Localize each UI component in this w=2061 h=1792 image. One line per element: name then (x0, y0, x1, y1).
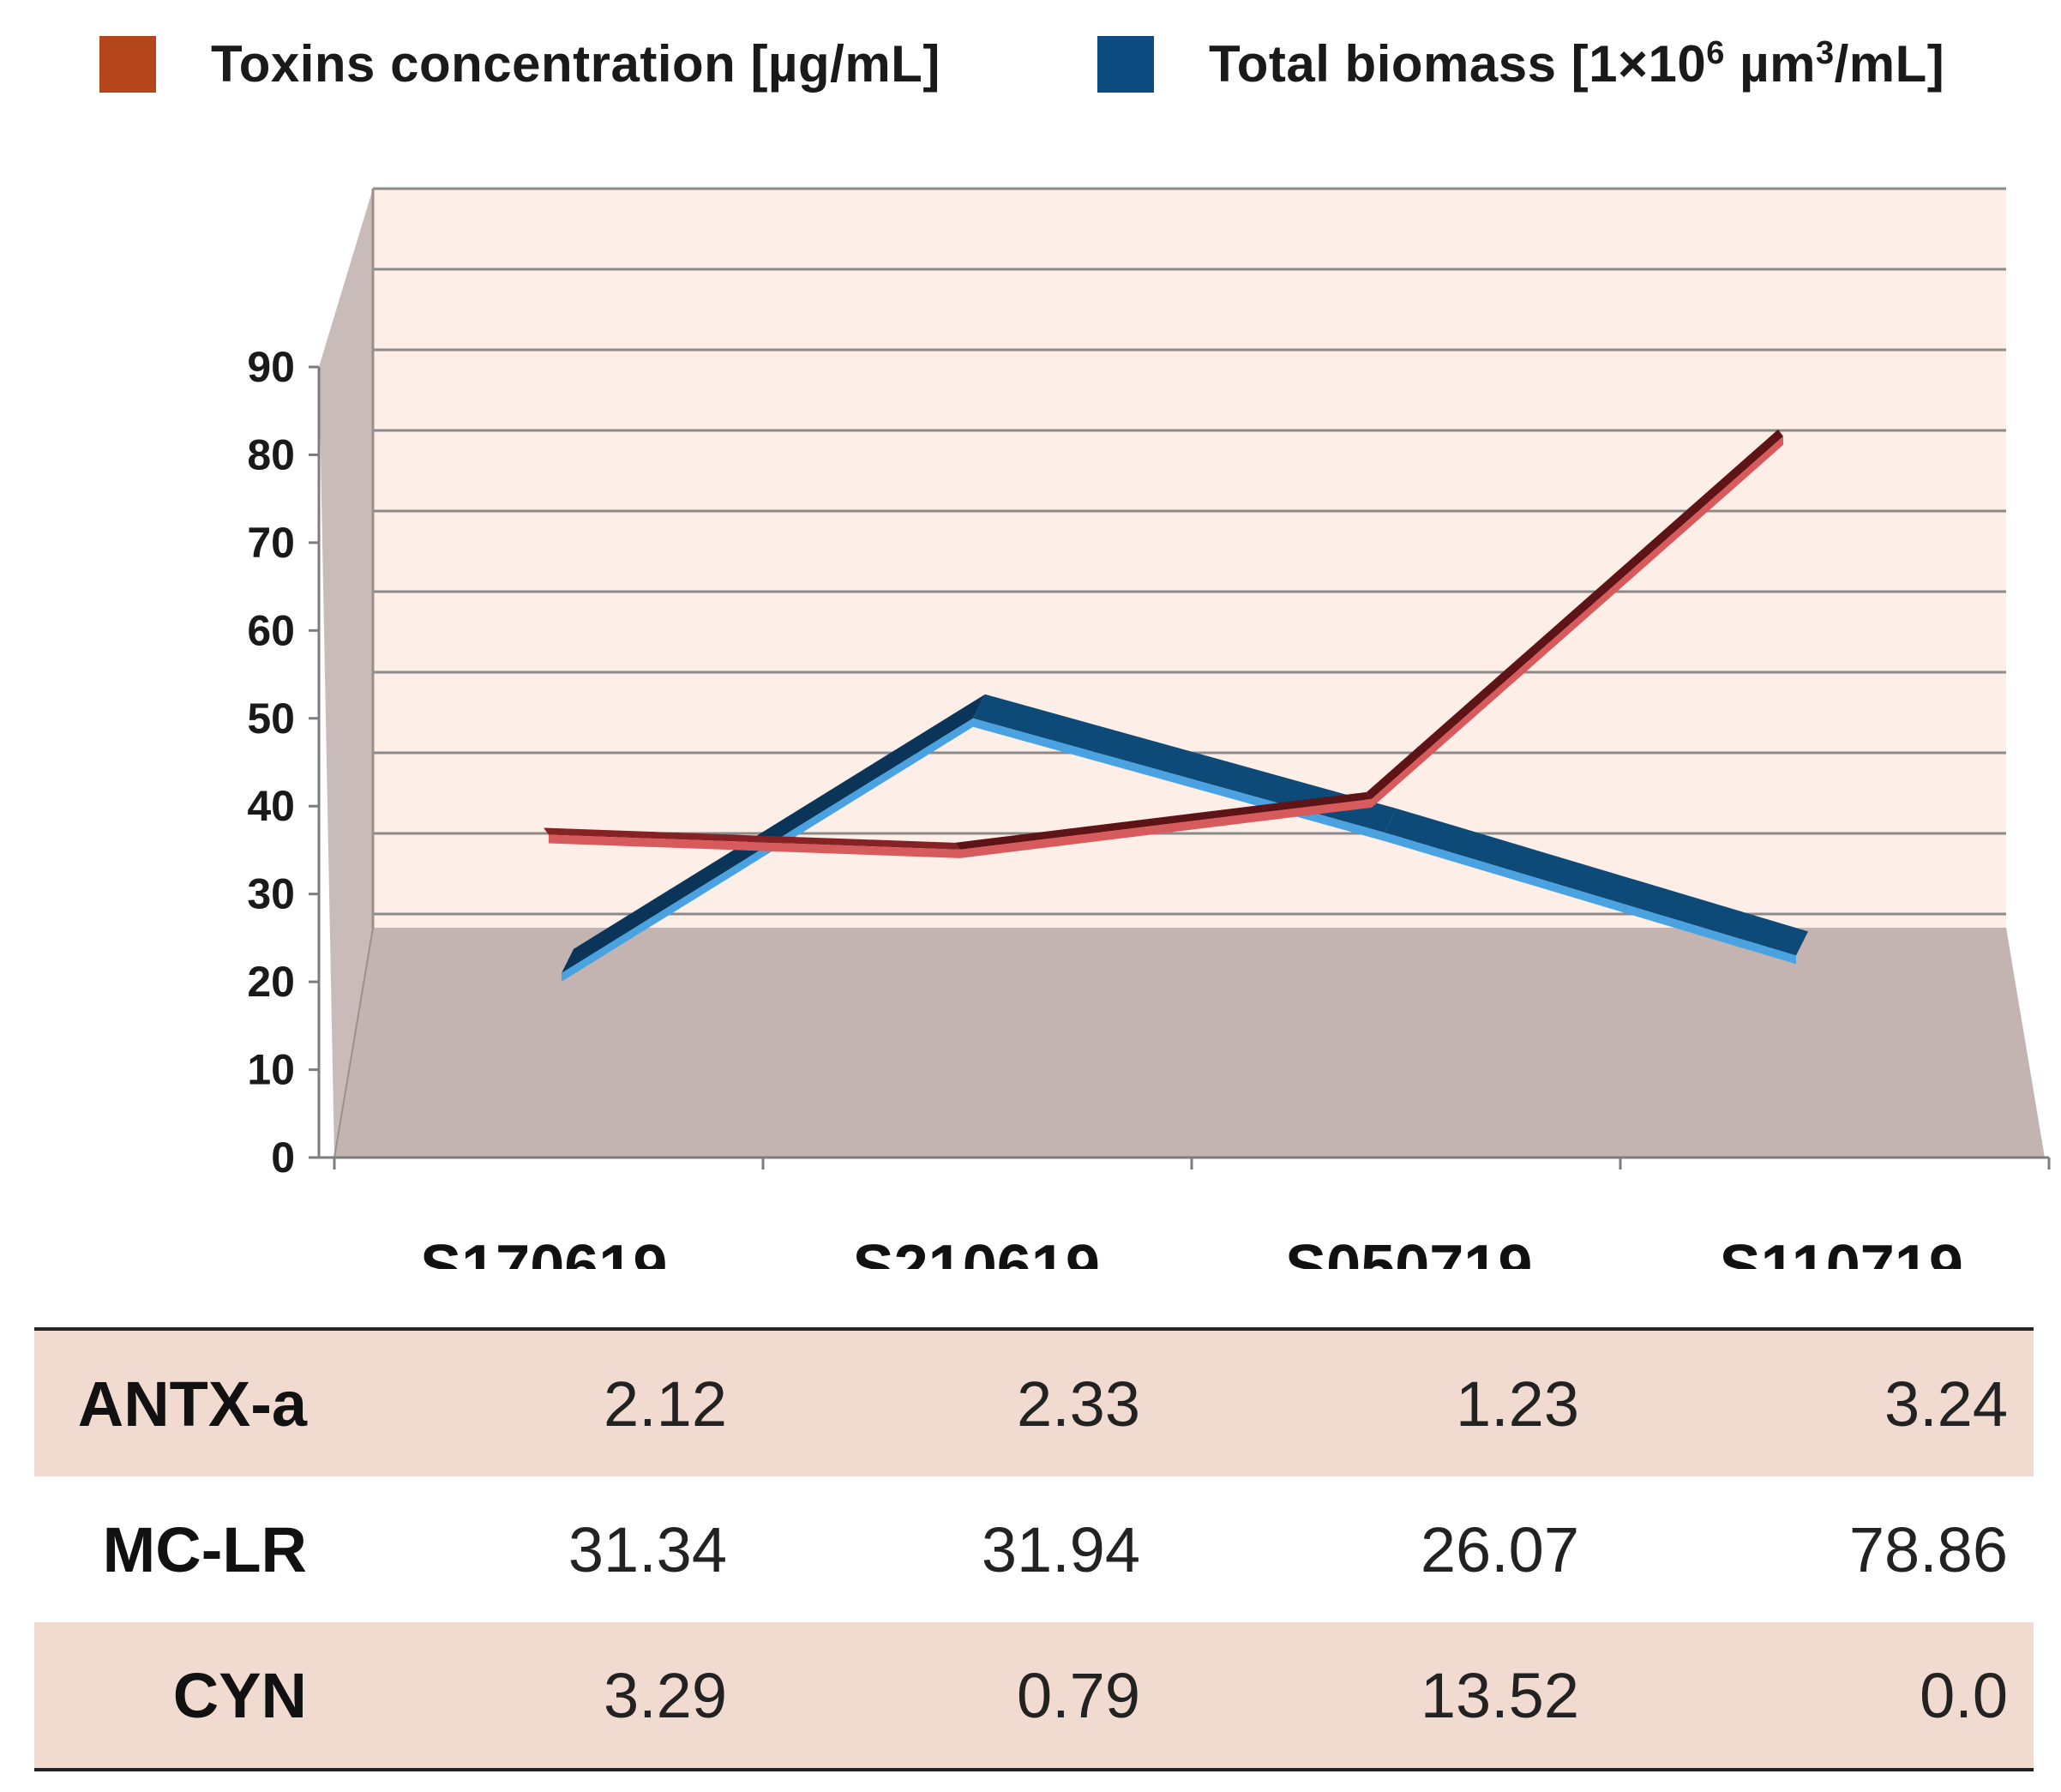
y-tick-label: 50 (247, 695, 295, 743)
chart-plot: 0 10 20 30 40 50 60 70 80 90 S170619 S210619 S05071… (247, 187, 2051, 1269)
legend-item-toxins[interactable]: Toxins concentration [µg/mL] (99, 34, 940, 93)
series-segment (544, 827, 960, 850)
table-row: ANTX-a 2.12 2.33 1.23 3.24 (34, 1329, 2034, 1476)
series-toxins (544, 429, 1783, 858)
legend-label-biomass: Total biomass [1×106 µm3/mL] (1209, 35, 1945, 93)
x-category-labels: S170619 S210619 S050719 S110719 (333, 1158, 2051, 1269)
chart-axis (317, 367, 2049, 1159)
y-tick-label: 90 (247, 343, 295, 391)
series-segment (562, 694, 985, 973)
floor (334, 928, 2045, 1158)
series-segment (1367, 429, 1783, 799)
table-cell: 31.34 (568, 1513, 727, 1585)
series-segment (973, 694, 1397, 833)
back-wall (373, 189, 2006, 928)
legend-swatch-biomass (1097, 35, 1154, 93)
table-cell: 13.52 (1166, 1622, 1605, 1770)
table-row-label: MC-LR (102, 1513, 307, 1585)
series-segment-edge (1372, 436, 1783, 808)
x-category-label: S050719 (1285, 1233, 1532, 1269)
side-wall (319, 189, 373, 1158)
y-tick-label: 10 (247, 1046, 295, 1094)
legend-label-toxins: Toxins concentration [µg/mL] (211, 35, 940, 93)
y-tick-label: 70 (247, 519, 295, 567)
legend: Toxins concentration [µg/mL] Total bioma… (86, 26, 2023, 120)
y-tick-label: 0 (271, 1134, 295, 1182)
table-cell: 31.94 (981, 1513, 1140, 1585)
table-cell: 1.23 (1166, 1329, 1605, 1476)
y-tick-label: 30 (247, 870, 295, 918)
series-segment (1385, 808, 1808, 956)
series-segment (955, 791, 1372, 850)
table-cell: 3.24 (1605, 1329, 2034, 1476)
table-cell: 0.0 (1605, 1622, 2034, 1770)
table-row-label: CYN (34, 1622, 326, 1770)
table-row-label: ANTX-a (34, 1329, 326, 1476)
table-cell: 0.79 (753, 1622, 1166, 1770)
x-category-label: S210619 (853, 1233, 1100, 1269)
y-tick-label: 20 (247, 958, 295, 1006)
legend-swatch-toxins (99, 35, 156, 93)
legend-item-biomass[interactable]: Total biomass [1×106 µm3/mL] (1097, 34, 1944, 93)
chart-walls (319, 189, 2045, 1158)
series-layer (544, 429, 1808, 982)
chart-gridlines (333, 187, 2006, 1158)
table-cell: 2.12 (326, 1329, 753, 1476)
data-table: ANTX-a 2.12 2.33 1.23 3.24 MC-LR 31.34 31.94 26.… (34, 1327, 2034, 1771)
y-tick-label: 60 (247, 606, 295, 654)
table-cell: 78.86 (1848, 1513, 2008, 1585)
series-segment-edge (1385, 832, 1796, 965)
y-tick-label: 40 (247, 782, 295, 830)
series-segment-edge (960, 798, 1372, 858)
x-category-label: S170619 (420, 1233, 667, 1269)
series-segment-edge (549, 834, 960, 858)
x-category-label: S110719 (1720, 1233, 1963, 1269)
floor-edge (333, 927, 374, 1158)
table-row: MC-LR 31.34 31.94 26.07 78.86 (34, 1476, 2034, 1622)
table-cell: 3.29 (326, 1622, 753, 1770)
y-tick-label: 80 (247, 430, 295, 478)
table-row: CYN 3.29 0.79 13.52 0.0 (34, 1622, 2034, 1770)
y-tick-labels: 0 10 20 30 40 50 60 70 80 90 (247, 343, 319, 1182)
table-cell: 26.07 (1420, 1513, 1579, 1585)
table-cell: 2.33 (753, 1329, 1166, 1476)
